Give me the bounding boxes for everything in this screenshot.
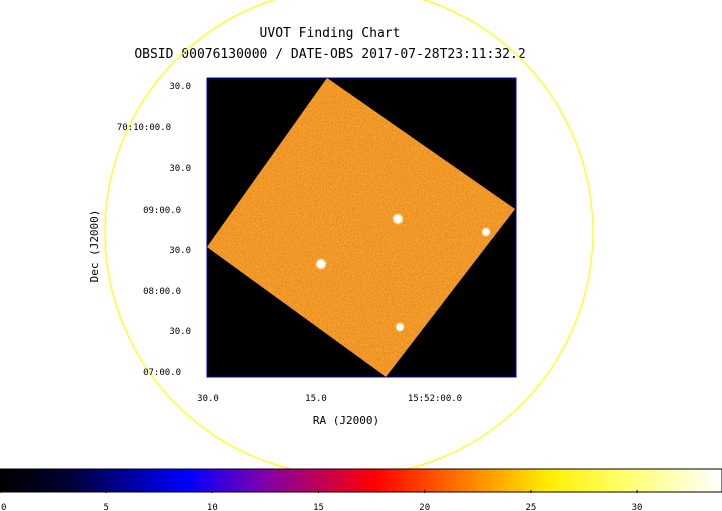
y-tick-label: 70:10:00.0 xyxy=(117,123,171,133)
chart-subtitle: OBSID 00076130000 / DATE-OBS 2017-07-28T… xyxy=(134,47,526,62)
x-tick-label: 15.0 xyxy=(305,394,327,404)
colorbar-ticks: 0 5 10 15 20 25 30 xyxy=(0,490,642,511)
colorbar-tick-label: 5 xyxy=(103,503,108,511)
colorbar-tick-label: 15 xyxy=(313,503,324,511)
bright-source-2 xyxy=(315,258,327,270)
y-tick-label: 08:00.0 xyxy=(143,287,181,297)
y-tick-label: 09:00.0 xyxy=(143,206,181,216)
image-frame xyxy=(206,77,517,378)
y-tick-label: 30.0 xyxy=(169,164,191,174)
y-tick-label: 30.0 xyxy=(169,246,191,256)
colorbar xyxy=(0,468,722,493)
x-tick-label: 15:52:00.0 xyxy=(408,394,462,404)
x-tick-label: 30.0 xyxy=(197,394,219,404)
colorbar-tick-label: 10 xyxy=(207,503,218,511)
colorbar-tick-label: 30 xyxy=(632,503,643,511)
x-axis-label: RA (J2000) xyxy=(313,414,379,427)
exposure-footprint-texture xyxy=(207,78,515,377)
x-tick-labels: 30.0 15.0 15:52:00.0 xyxy=(197,394,462,404)
colorbar-tick-label: 25 xyxy=(525,503,536,511)
colorbar-tick-label: 20 xyxy=(419,503,430,511)
y-tick-label: 30.0 xyxy=(169,82,191,92)
y-tick-label: 30.0 xyxy=(169,327,191,337)
y-tick-labels: 30.0 70:10:00.0 30.0 09:00.0 30.0 08:00.… xyxy=(117,82,191,378)
chart-title: UVOT Finding Chart xyxy=(259,26,401,41)
bright-source-4 xyxy=(395,322,405,332)
bright-source-3 xyxy=(481,227,491,237)
exposure-image xyxy=(207,78,515,377)
colorbar-tick-label: 0 xyxy=(1,503,6,511)
bright-source-1 xyxy=(392,213,404,225)
y-axis-label: Dec (J2000) xyxy=(88,210,101,283)
y-tick-label: 07:00.0 xyxy=(143,368,181,378)
